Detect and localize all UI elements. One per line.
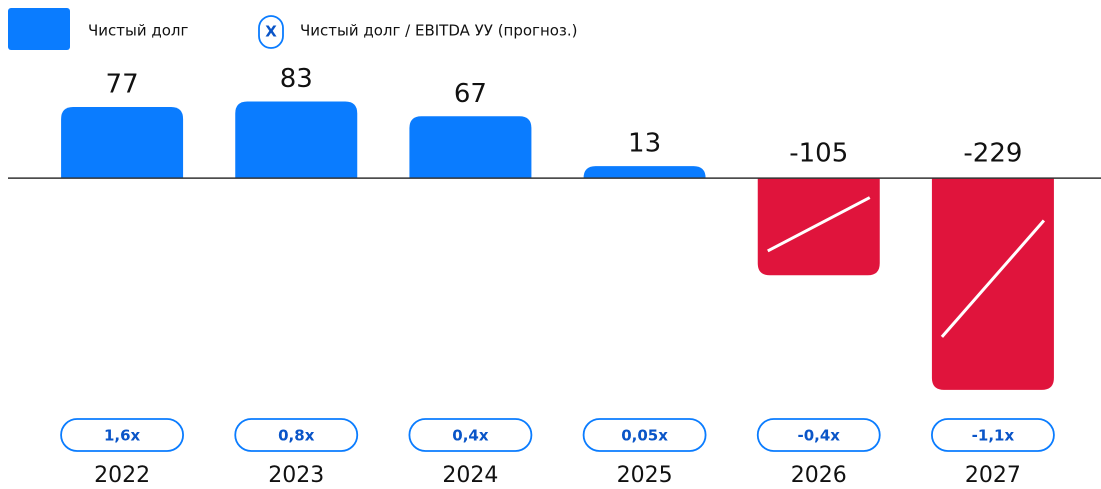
bar-stripe — [767, 196, 871, 253]
legend-marker — [258, 15, 284, 49]
bar — [583, 166, 706, 179]
x-tick-label: 2024 — [442, 463, 498, 488]
ratio-label: -1,1x — [972, 427, 1015, 445]
bar — [235, 101, 358, 179]
x-tick-label: 2022 — [94, 463, 150, 488]
value-label: -105 — [789, 139, 848, 169]
value-label: -229 — [963, 139, 1022, 169]
ratio-pill — [60, 418, 184, 452]
legend-label: Чистый долг / EBITDA УУ (прогноз.) — [300, 22, 578, 40]
ratio-label: 0,4x — [452, 427, 489, 445]
x-tick-label: 2027 — [965, 463, 1021, 488]
legend-marker-label: X — [265, 23, 277, 41]
ratio-pill — [234, 418, 359, 452]
ratio-label: 0,05x — [621, 427, 668, 445]
x-tick-label: 2025 — [617, 463, 673, 488]
value-label: 67 — [454, 79, 487, 109]
bar-stripe — [940, 219, 1046, 338]
ratio-label: -0,4x — [798, 427, 841, 445]
ratio-pill — [931, 418, 1055, 452]
value-label: 77 — [106, 70, 139, 100]
bar — [931, 178, 1054, 390]
x-tick-label: 2023 — [268, 463, 324, 488]
ratio-pill — [408, 418, 533, 452]
ratio-pill — [582, 418, 707, 452]
bar — [61, 107, 184, 179]
x-tick-label: 2026 — [791, 463, 847, 488]
value-label: 83 — [280, 64, 313, 94]
ratio-pill — [756, 418, 881, 452]
ratio-label: 0,8x — [278, 427, 315, 445]
bar — [409, 116, 532, 179]
legend-swatch — [8, 8, 70, 50]
legend-label: Чистый долг — [88, 22, 189, 40]
ratio-label: 1,6x — [104, 427, 141, 445]
bar — [757, 178, 880, 276]
value-label: 13 — [628, 129, 661, 159]
